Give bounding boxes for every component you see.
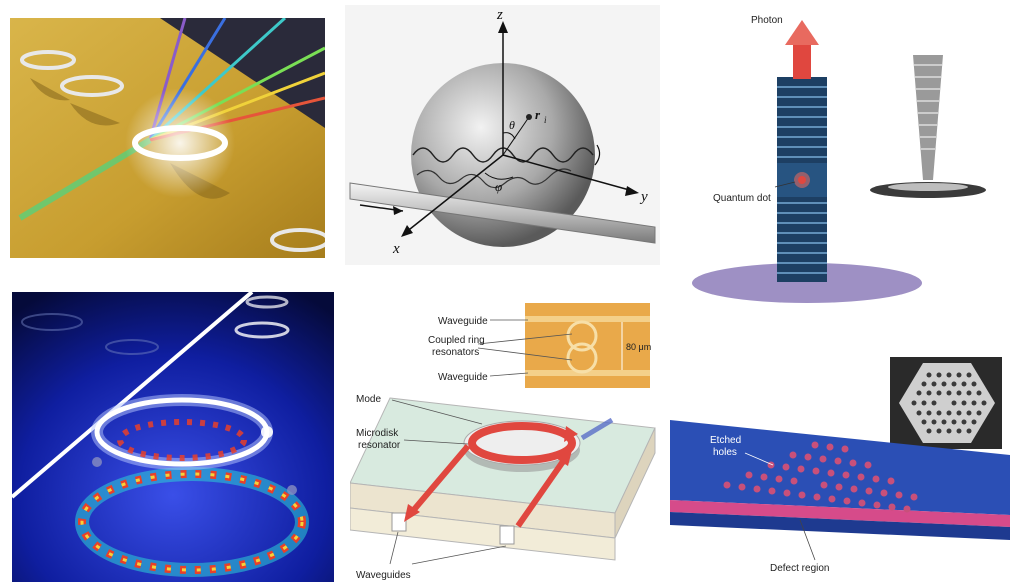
ri-label: r xyxy=(535,107,541,122)
slab-middle-layer xyxy=(670,500,1010,527)
photon-arrow xyxy=(793,43,811,79)
axis-y-label: y xyxy=(639,189,648,205)
micropillar-diagram: Photon Quantum dot xyxy=(685,5,1015,305)
panel-microtoroid-chip xyxy=(10,18,325,258)
defect-region-label: Defect region xyxy=(770,563,829,574)
waveguide-top-label: Waveguide xyxy=(438,316,488,327)
microdisk-diagram: 80 μm Waveguide Coupled ring resonators … xyxy=(350,298,670,585)
ring-mode-illustration xyxy=(12,292,334,582)
coupled-ring-label-1: Coupled ring xyxy=(428,335,485,346)
mode-label: Mode xyxy=(356,394,381,405)
etched-label-1: Etched xyxy=(710,435,741,446)
panel-micropillar: Photon Quantum dot xyxy=(685,5,1015,305)
panel-microsphere-axes: z y x θ φ r i xyxy=(345,5,660,265)
input-arrow-icon xyxy=(393,206,403,215)
panel-microdisk-waveguides: 80 μm Waveguide Coupled ring resonators … xyxy=(350,298,670,585)
mode-arrow-icon xyxy=(564,426,578,442)
phi-label: φ xyxy=(495,179,502,194)
waveguide-bottom-label: Waveguide xyxy=(438,372,488,383)
z-arrow-icon xyxy=(498,21,508,33)
mode-arrow xyxy=(468,422,576,464)
toroid-small-2 xyxy=(60,75,124,97)
microsphere-diagram: z y x θ φ r i xyxy=(345,5,660,265)
microtoroid-illustration xyxy=(10,18,325,258)
toroid-corner xyxy=(270,228,325,252)
photon-arrow-icon xyxy=(785,20,819,45)
light-beam xyxy=(12,292,254,499)
axis-x-label: x xyxy=(392,241,400,257)
x-arrow-icon xyxy=(401,225,413,237)
quantum-dot xyxy=(798,176,806,184)
panel-ring-mode xyxy=(12,292,334,582)
coupled-ring-label-2: resonators xyxy=(432,347,479,358)
fiber-taper xyxy=(349,182,656,244)
sem-hole-lattice xyxy=(911,372,987,434)
etched-label-2: holes xyxy=(713,447,737,458)
y-arrow-icon xyxy=(625,186,639,196)
toroid-small-1 xyxy=(20,50,76,70)
substrate-disk xyxy=(692,263,922,303)
photon-label: Photon xyxy=(751,15,783,26)
theta-label: θ xyxy=(509,118,515,132)
axis-z-label: z xyxy=(496,7,503,23)
etched-hole-lattice xyxy=(723,441,918,513)
mode-pattern xyxy=(75,467,309,577)
quantum-dot-label: Quantum dot xyxy=(713,193,771,204)
waveguide-arrow-left-icon xyxy=(404,504,420,522)
ri-subscript: i xyxy=(544,115,547,125)
scale-label: 80 μm xyxy=(626,342,651,352)
sem-pillar xyxy=(913,55,943,180)
panel-photonic-crystal: Etched holes Defect region xyxy=(665,355,1020,580)
waveguide-arrow-right-icon xyxy=(556,450,572,466)
point-ri xyxy=(526,114,532,120)
photonic-crystal-diagram: Etched holes Defect region xyxy=(665,355,1020,580)
toroid-main xyxy=(132,125,228,161)
microdisk-label-1: Microdisk xyxy=(356,428,399,439)
microdisk-label-2: resonator xyxy=(358,440,401,451)
waveguides-label: Waveguides xyxy=(356,570,411,581)
